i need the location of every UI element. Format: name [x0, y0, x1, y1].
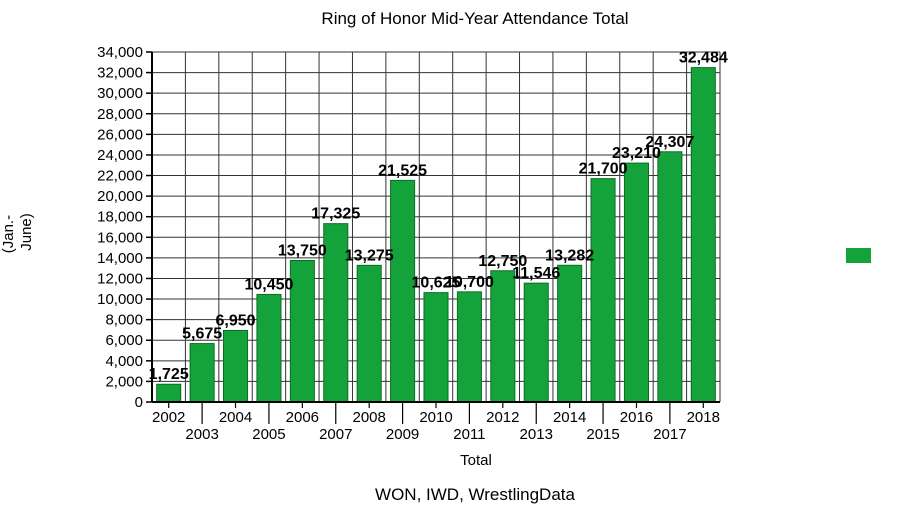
y-tick-label: 30,000: [97, 85, 143, 102]
data-label: 10,700: [445, 274, 494, 291]
data-label: 17,325: [311, 206, 360, 223]
data-label: 5,675: [182, 326, 222, 343]
x-tick-label: 2008: [352, 409, 385, 426]
x-axis-label: Total: [460, 452, 492, 469]
y-tick-label: 18,000: [97, 209, 143, 226]
bar: [690, 67, 716, 403]
y-axis-label: (Jan.- June): [0, 211, 35, 254]
x-tick-label: 2011: [453, 426, 485, 443]
y-tick-label: 34,000: [97, 44, 143, 61]
x-tick-label: 2018: [687, 409, 720, 426]
bar: [657, 151, 683, 403]
x-tick-label: 2015: [586, 426, 619, 443]
data-label: 13,275: [345, 247, 394, 264]
bar: [256, 293, 282, 403]
chart-title: Ring of Honor Mid-Year Attendance Total: [321, 9, 628, 28]
data-label: 1,725: [149, 366, 189, 383]
y-axis-label-line-2: June): [18, 213, 35, 251]
x-tick-label: 2003: [185, 426, 218, 443]
x-tick-label: 2010: [419, 409, 452, 426]
y-axis-label-line-1: (Jan.-: [0, 215, 17, 253]
data-label: 13,282: [545, 247, 594, 264]
legend-swatch: [846, 248, 871, 263]
data-label: 24,307: [645, 134, 694, 151]
y-tick-label: 26,000: [97, 126, 143, 143]
x-tick-label: 2004: [219, 409, 252, 426]
data-label: 23,210: [612, 145, 661, 162]
x-tick-label: 2013: [520, 426, 553, 443]
y-tick-label: 2,000: [105, 373, 143, 390]
x-tick-label: 2007: [319, 426, 352, 443]
y-tick-label: 32,000: [97, 65, 143, 82]
x-tick-label: 2016: [620, 409, 653, 426]
bar: [456, 291, 482, 403]
y-tick-label: 20,000: [97, 188, 143, 205]
source-note: WON, IWD, WrestlingData: [375, 485, 575, 504]
bar: [156, 383, 182, 403]
x-tick-label: 2014: [553, 409, 586, 426]
x-tick-label: 2009: [386, 426, 419, 443]
y-axis-ticks: 0 2,000 4,000 6,000 8,000 10,000 12,000 14,000 1…: [97, 44, 152, 411]
bar: [557, 264, 583, 403]
y-tick-label: 16,000: [97, 229, 143, 246]
chart-bars: [156, 67, 716, 403]
bar: [590, 178, 616, 403]
data-label: 6,950: [216, 312, 256, 329]
bar: [323, 223, 349, 403]
x-tick-label: 2012: [486, 409, 519, 426]
data-label: 21,525: [378, 162, 427, 179]
data-label: 21,700: [579, 161, 628, 178]
x-tick-label: 2002: [152, 409, 185, 426]
y-tick-label: 10,000: [97, 291, 143, 308]
bar: [356, 264, 382, 403]
bar: [289, 259, 315, 403]
x-tick-label: 2006: [286, 409, 319, 426]
y-tick-label: 4,000: [105, 353, 143, 370]
data-label: 32,484: [679, 50, 728, 67]
data-label: 13,750: [278, 242, 327, 259]
y-tick-label: 0: [135, 394, 143, 411]
y-tick-label: 28,000: [97, 106, 143, 123]
data-label: 10,625: [412, 275, 461, 292]
y-tick-label: 24,000: [97, 147, 143, 164]
x-tick-label: 2017: [653, 426, 686, 443]
bar: [523, 282, 549, 403]
data-label: 11,546: [512, 265, 560, 282]
bar: [490, 270, 516, 403]
y-tick-label: 12,000: [97, 270, 143, 287]
chart-grid: [151, 51, 721, 403]
data-label: 10,450: [244, 276, 293, 293]
bar: [223, 329, 249, 403]
data-label: 12,750: [478, 253, 527, 270]
bar: [189, 343, 215, 403]
bar: [623, 162, 649, 403]
bar: [423, 292, 449, 403]
y-tick-label: 8,000: [105, 312, 143, 329]
y-tick-label: 6,000: [105, 332, 143, 349]
y-tick-label: 14,000: [97, 250, 143, 267]
x-tick-label: 2005: [252, 426, 285, 443]
y-tick-label: 22,000: [97, 168, 143, 185]
x-axis-ticks: 2002200320042005200620072008200920102011…: [152, 402, 720, 443]
